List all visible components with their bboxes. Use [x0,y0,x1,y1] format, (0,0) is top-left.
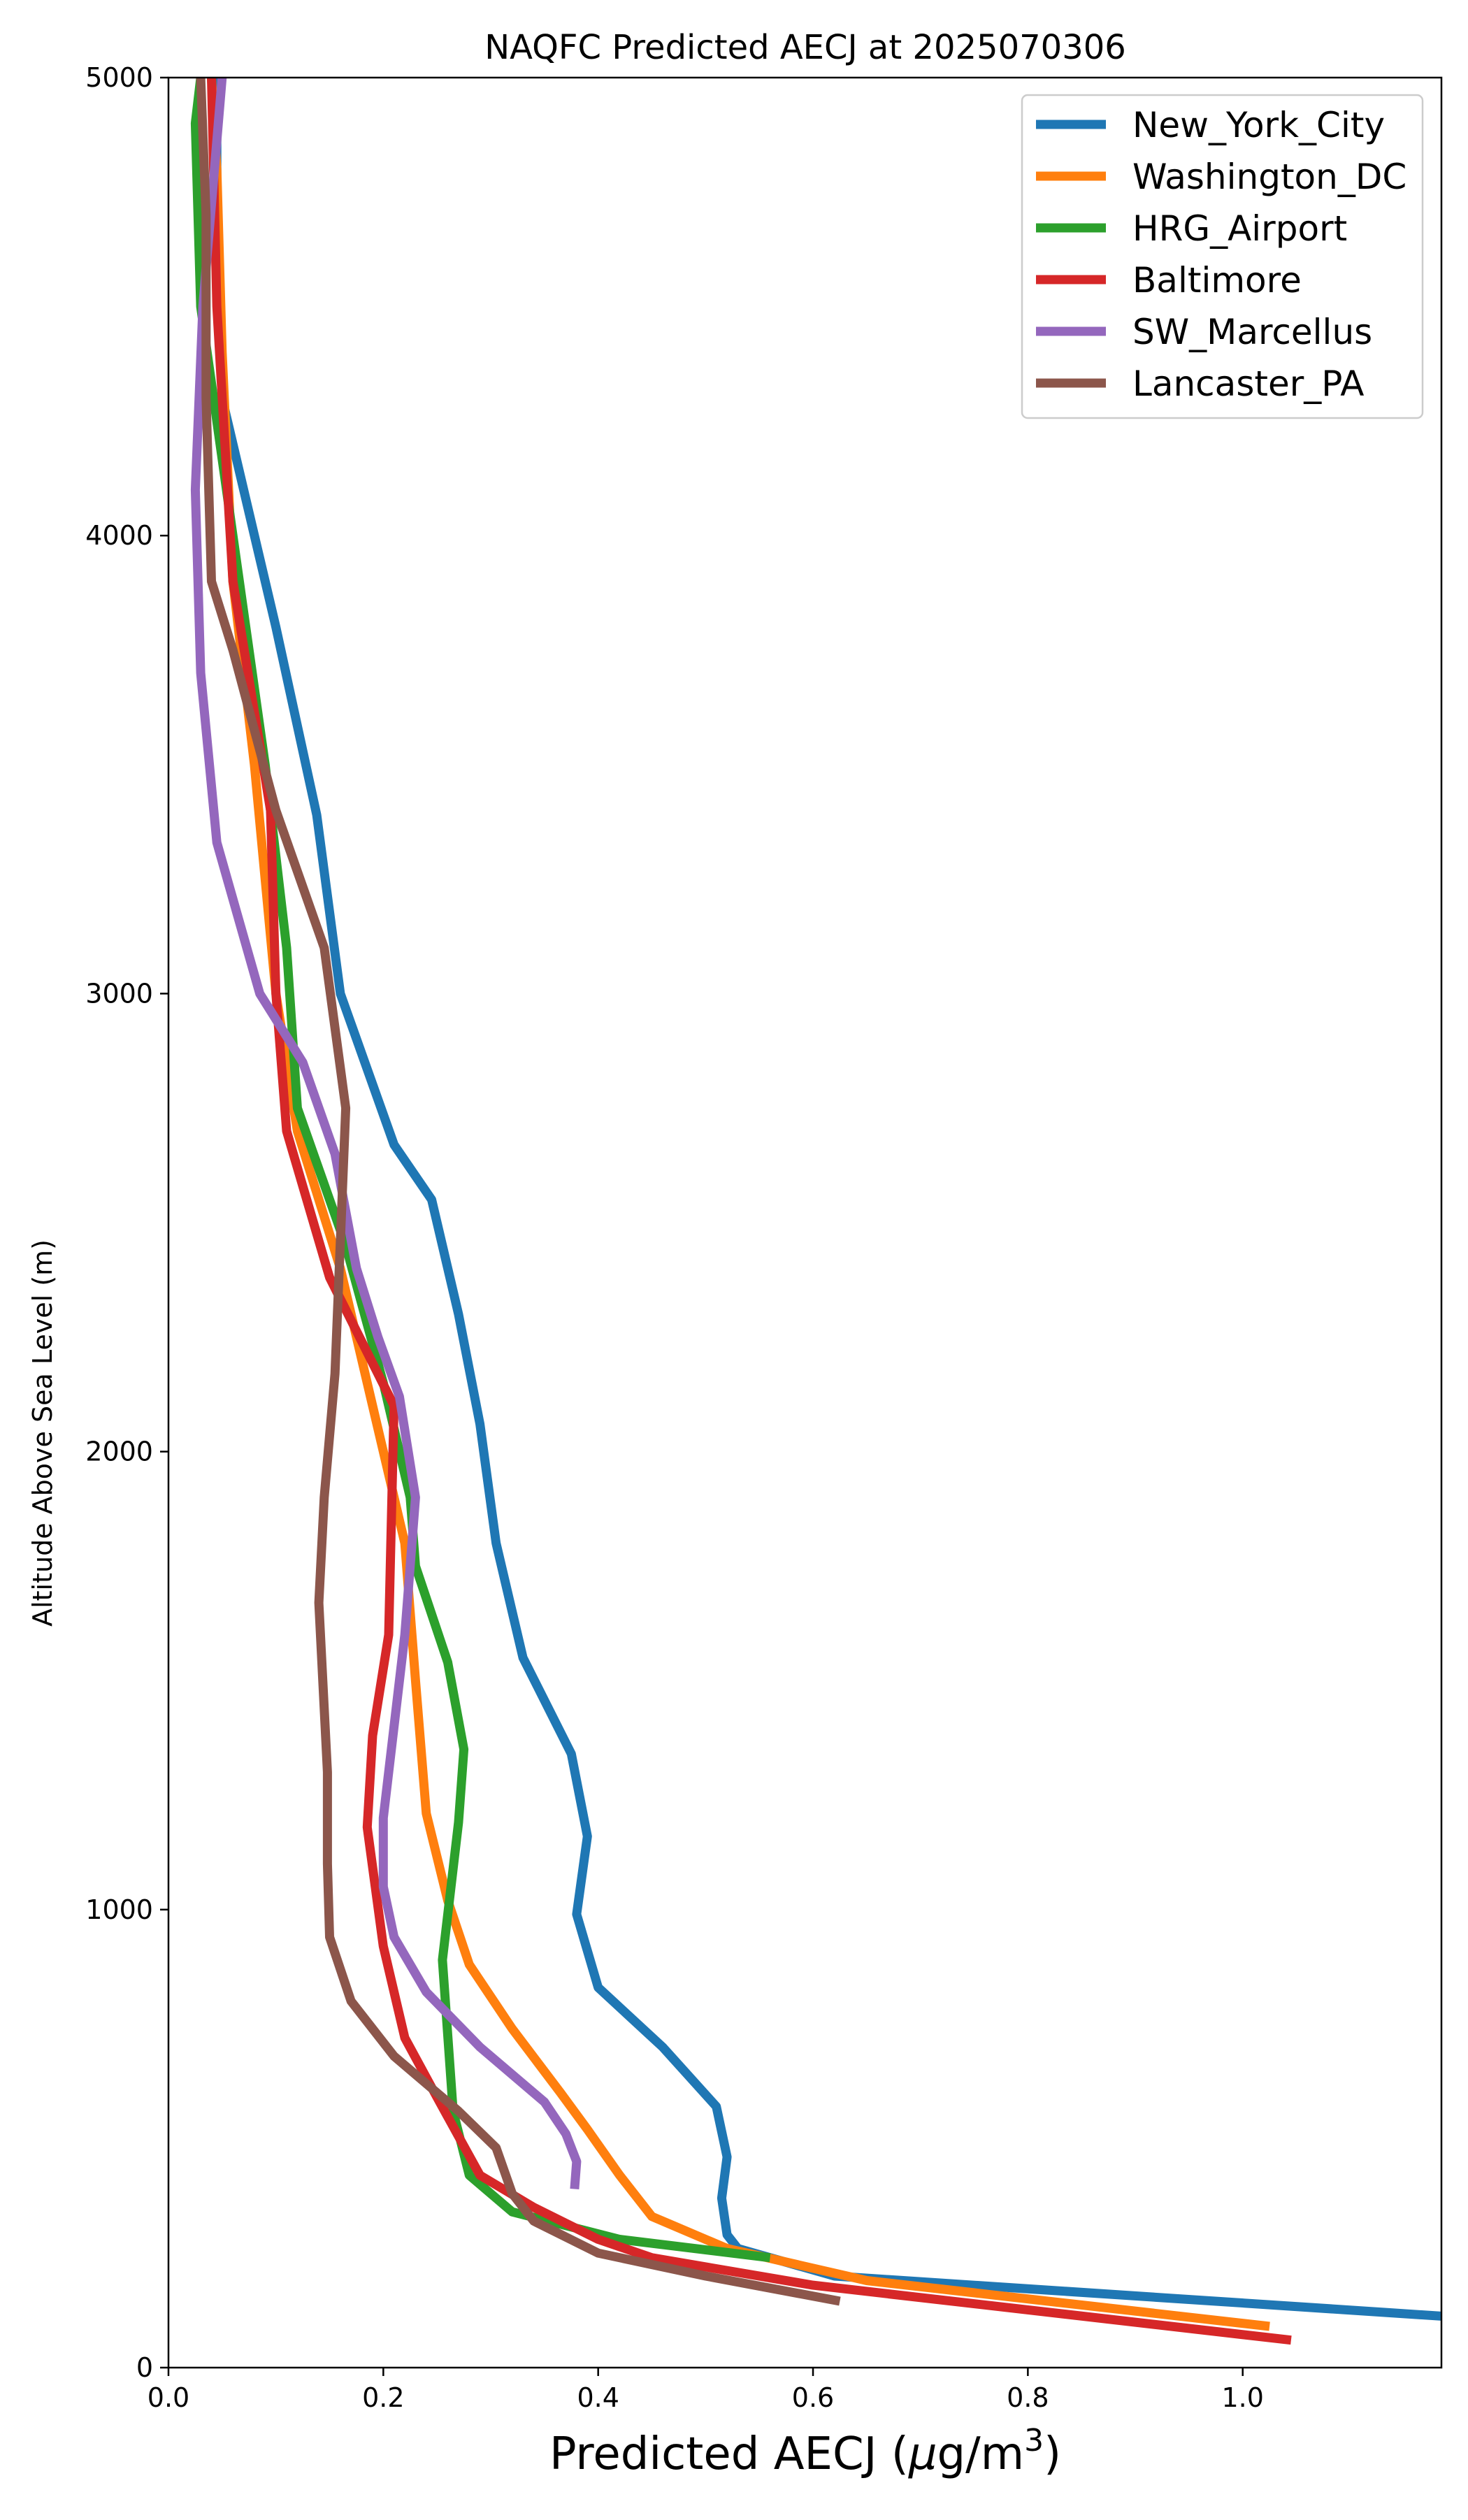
chart-title: NAQFC Predicted AECJ at 2025070306 [484,28,1126,67]
y-tick-label: 3000 [85,978,153,1009]
x-tick-label: 0.6 [792,2382,834,2413]
x-axis-label-sup: 3 [1024,2423,1044,2458]
legend-entry-label: Lancaster_PA [1132,363,1364,404]
legend-entry-label: SW_Marcellus [1132,312,1372,352]
y-tick-label: 4000 [85,520,153,551]
y-tick-label: 1000 [85,1894,153,1925]
legend-box [1021,94,1424,419]
series-line-lancaster-pa [196,78,841,2306]
plot-frame [167,76,1443,2369]
y-tick-label: 0 [136,2352,153,2383]
legend-entry-label: Washington_DC [1132,157,1406,197]
x-tick-label: 1.0 [1221,2382,1263,2413]
legend-entry-label: New_York_City [1132,105,1385,145]
x-tick-label: 0.4 [577,2382,619,2413]
x-tick-label: 0.8 [1007,2382,1049,2413]
x-tick-label: 0.2 [362,2382,404,2413]
y-axis-ticks: 0 1000 2000 3000 4000 5000 [85,62,168,2383]
x-axis-label-main: Predicted AECJ ( [549,2428,909,2480]
y-axis-label: Altitude Above Sea Level (m) [27,1239,58,1627]
x-tick-label: 0.0 [147,2382,189,2413]
series-layer [190,78,1441,2345]
x-axis-label-mu: μ [908,2428,937,2480]
series-line-sw-marcellus [190,78,582,2189]
series-line-new-york-city [212,78,1441,2321]
x-axis-label-unit: g/m [937,2428,1025,2480]
series-line-baltimore [207,78,1292,2345]
x-axis-ticks: 0.0 0.2 0.4 0.6 0.8 1.0 [147,2368,1264,2413]
legend: New_York_City Washington_DC HRG_Airport Bal… [1021,94,1424,419]
y-tick-label: 5000 [85,62,153,93]
legend-entry-label: HRG_Airport [1132,208,1347,249]
y-tick-label: 2000 [85,1437,153,1467]
x-axis-label-close: ) [1044,2428,1061,2480]
x-axis-label: Predicted AECJ (μg/m3) [549,2423,1061,2480]
legend-entry-label: Baltimore [1132,260,1302,301]
